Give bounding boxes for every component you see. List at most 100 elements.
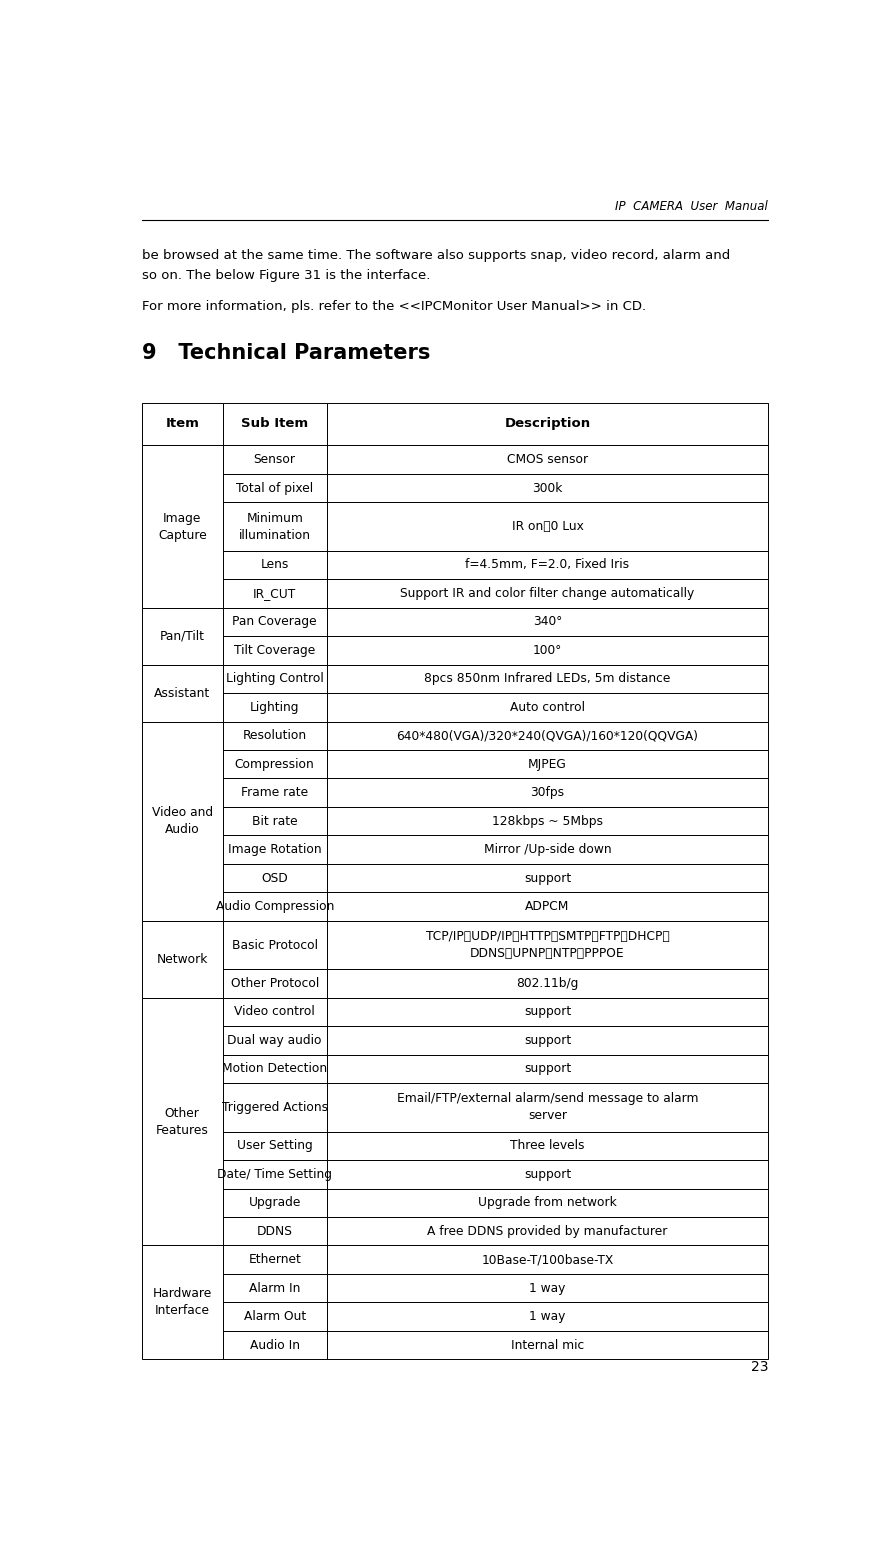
Text: Image Rotation: Image Rotation: [228, 844, 321, 856]
Bar: [326, 445, 768, 473]
Bar: [326, 1331, 768, 1359]
Bar: [223, 1026, 326, 1054]
Text: 300k: 300k: [532, 481, 562, 495]
Text: User Setting: User Setting: [237, 1140, 312, 1152]
Bar: [142, 445, 223, 607]
Text: Motion Detection: Motion Detection: [222, 1062, 327, 1076]
Bar: [223, 778, 326, 807]
Bar: [223, 693, 326, 721]
Text: 10Base-T/100base-TX: 10Base-T/100base-TX: [481, 1253, 613, 1266]
Bar: [326, 1084, 768, 1132]
Bar: [223, 607, 326, 637]
Bar: [223, 750, 326, 778]
Bar: [326, 551, 768, 579]
Text: Sensor: Sensor: [253, 453, 296, 466]
Text: Description: Description: [504, 417, 590, 430]
Text: Email/FTP/external alarm/send message to alarm
server: Email/FTP/external alarm/send message to…: [397, 1093, 698, 1123]
Bar: [223, 445, 326, 473]
Bar: [326, 970, 768, 998]
Text: Other
Features: Other Features: [156, 1107, 209, 1137]
Text: support: support: [524, 1006, 571, 1018]
Text: Lens: Lens: [260, 559, 289, 571]
Text: Auto control: Auto control: [510, 701, 585, 713]
Text: 23: 23: [751, 1359, 768, 1373]
Bar: [326, 721, 768, 750]
Bar: [223, 665, 326, 693]
Text: IP  CAMERA  User  Manual: IP CAMERA User Manual: [615, 201, 768, 213]
Text: Audio Compression: Audio Compression: [216, 900, 334, 912]
Bar: [223, 579, 326, 607]
Text: 128kbps ~ 5Mbps: 128kbps ~ 5Mbps: [492, 814, 603, 828]
Text: CMOS sensor: CMOS sensor: [507, 453, 588, 466]
Text: Triggered Actions: Triggered Actions: [222, 1101, 327, 1113]
Bar: [223, 503, 326, 551]
Bar: [223, 1274, 326, 1302]
Text: 340°: 340°: [533, 615, 562, 629]
Bar: [326, 503, 768, 551]
Text: Basic Protocol: Basic Protocol: [231, 939, 318, 951]
Text: Ethernet: Ethernet: [248, 1253, 301, 1266]
Text: support: support: [524, 1062, 571, 1076]
Bar: [326, 473, 768, 503]
Bar: [223, 892, 326, 920]
Text: Alarm Out: Alarm Out: [244, 1309, 306, 1323]
Text: IR on，0 Lux: IR on，0 Lux: [511, 520, 583, 532]
Text: Hardware
Interface: Hardware Interface: [152, 1288, 212, 1317]
Bar: [326, 1026, 768, 1054]
Text: Upgrade: Upgrade: [248, 1196, 301, 1210]
Bar: [223, 998, 326, 1026]
Text: Pan Coverage: Pan Coverage: [232, 615, 317, 629]
Bar: [326, 750, 768, 778]
Bar: [142, 1246, 223, 1359]
Bar: [223, 551, 326, 579]
Bar: [223, 970, 326, 998]
Bar: [326, 1132, 768, 1160]
Bar: [223, 473, 326, 503]
Bar: [223, 807, 326, 836]
Bar: [142, 665, 223, 721]
Text: DDNS: DDNS: [257, 1225, 293, 1238]
Bar: [223, 1160, 326, 1188]
Text: Audio In: Audio In: [250, 1339, 300, 1351]
Bar: [223, 864, 326, 892]
Text: support: support: [524, 1168, 571, 1180]
Text: Internal mic: Internal mic: [511, 1339, 584, 1351]
Bar: [223, 637, 326, 665]
Bar: [326, 807, 768, 836]
Text: Dual way audio: Dual way audio: [227, 1034, 322, 1046]
Text: Video control: Video control: [234, 1006, 315, 1018]
Bar: [326, 1188, 768, 1218]
Text: Three levels: Three levels: [510, 1140, 584, 1152]
Text: Tilt Coverage: Tilt Coverage: [234, 645, 315, 657]
Bar: [223, 1188, 326, 1218]
Text: Assistant: Assistant: [154, 687, 210, 699]
Bar: [326, 1160, 768, 1188]
Text: Compression: Compression: [235, 758, 314, 771]
Bar: [142, 403, 223, 445]
Bar: [142, 998, 223, 1246]
Bar: [326, 920, 768, 970]
Text: 9   Technical Parameters: 9 Technical Parameters: [142, 343, 430, 363]
Text: 8pcs 850nm Infrared LEDs, 5m distance: 8pcs 850nm Infrared LEDs, 5m distance: [424, 673, 671, 685]
Bar: [326, 1054, 768, 1084]
Text: Date/ Time Setting: Date/ Time Setting: [217, 1168, 333, 1180]
Text: IR_CUT: IR_CUT: [253, 587, 297, 599]
Text: ADPCM: ADPCM: [525, 900, 569, 912]
Text: 1 way: 1 way: [529, 1309, 566, 1323]
Bar: [223, 1054, 326, 1084]
Text: Resolution: Resolution: [243, 729, 307, 743]
Text: Mirror /Up-side down: Mirror /Up-side down: [484, 844, 612, 856]
Bar: [223, 1331, 326, 1359]
Text: support: support: [524, 872, 571, 884]
Text: 802.11b/g: 802.11b/g: [517, 976, 579, 990]
Text: Lighting: Lighting: [250, 701, 299, 713]
Bar: [142, 920, 223, 998]
Text: TCP/IP、UDP/IP、HTTP、SMTP、FTP、DHCP、
DDNS、UPNP、NTP、PPPOE: TCP/IP、UDP/IP、HTTP、SMTP、FTP、DHCP、 DDNS、U…: [426, 930, 670, 961]
Text: 1 way: 1 way: [529, 1281, 566, 1295]
Bar: [326, 892, 768, 920]
Bar: [326, 579, 768, 607]
Text: Support IR and color filter change automatically: Support IR and color filter change autom…: [400, 587, 694, 599]
Text: Minimum
illumination: Minimum illumination: [238, 512, 311, 542]
Bar: [142, 721, 223, 920]
Text: Video and
Audio: Video and Audio: [151, 807, 213, 836]
